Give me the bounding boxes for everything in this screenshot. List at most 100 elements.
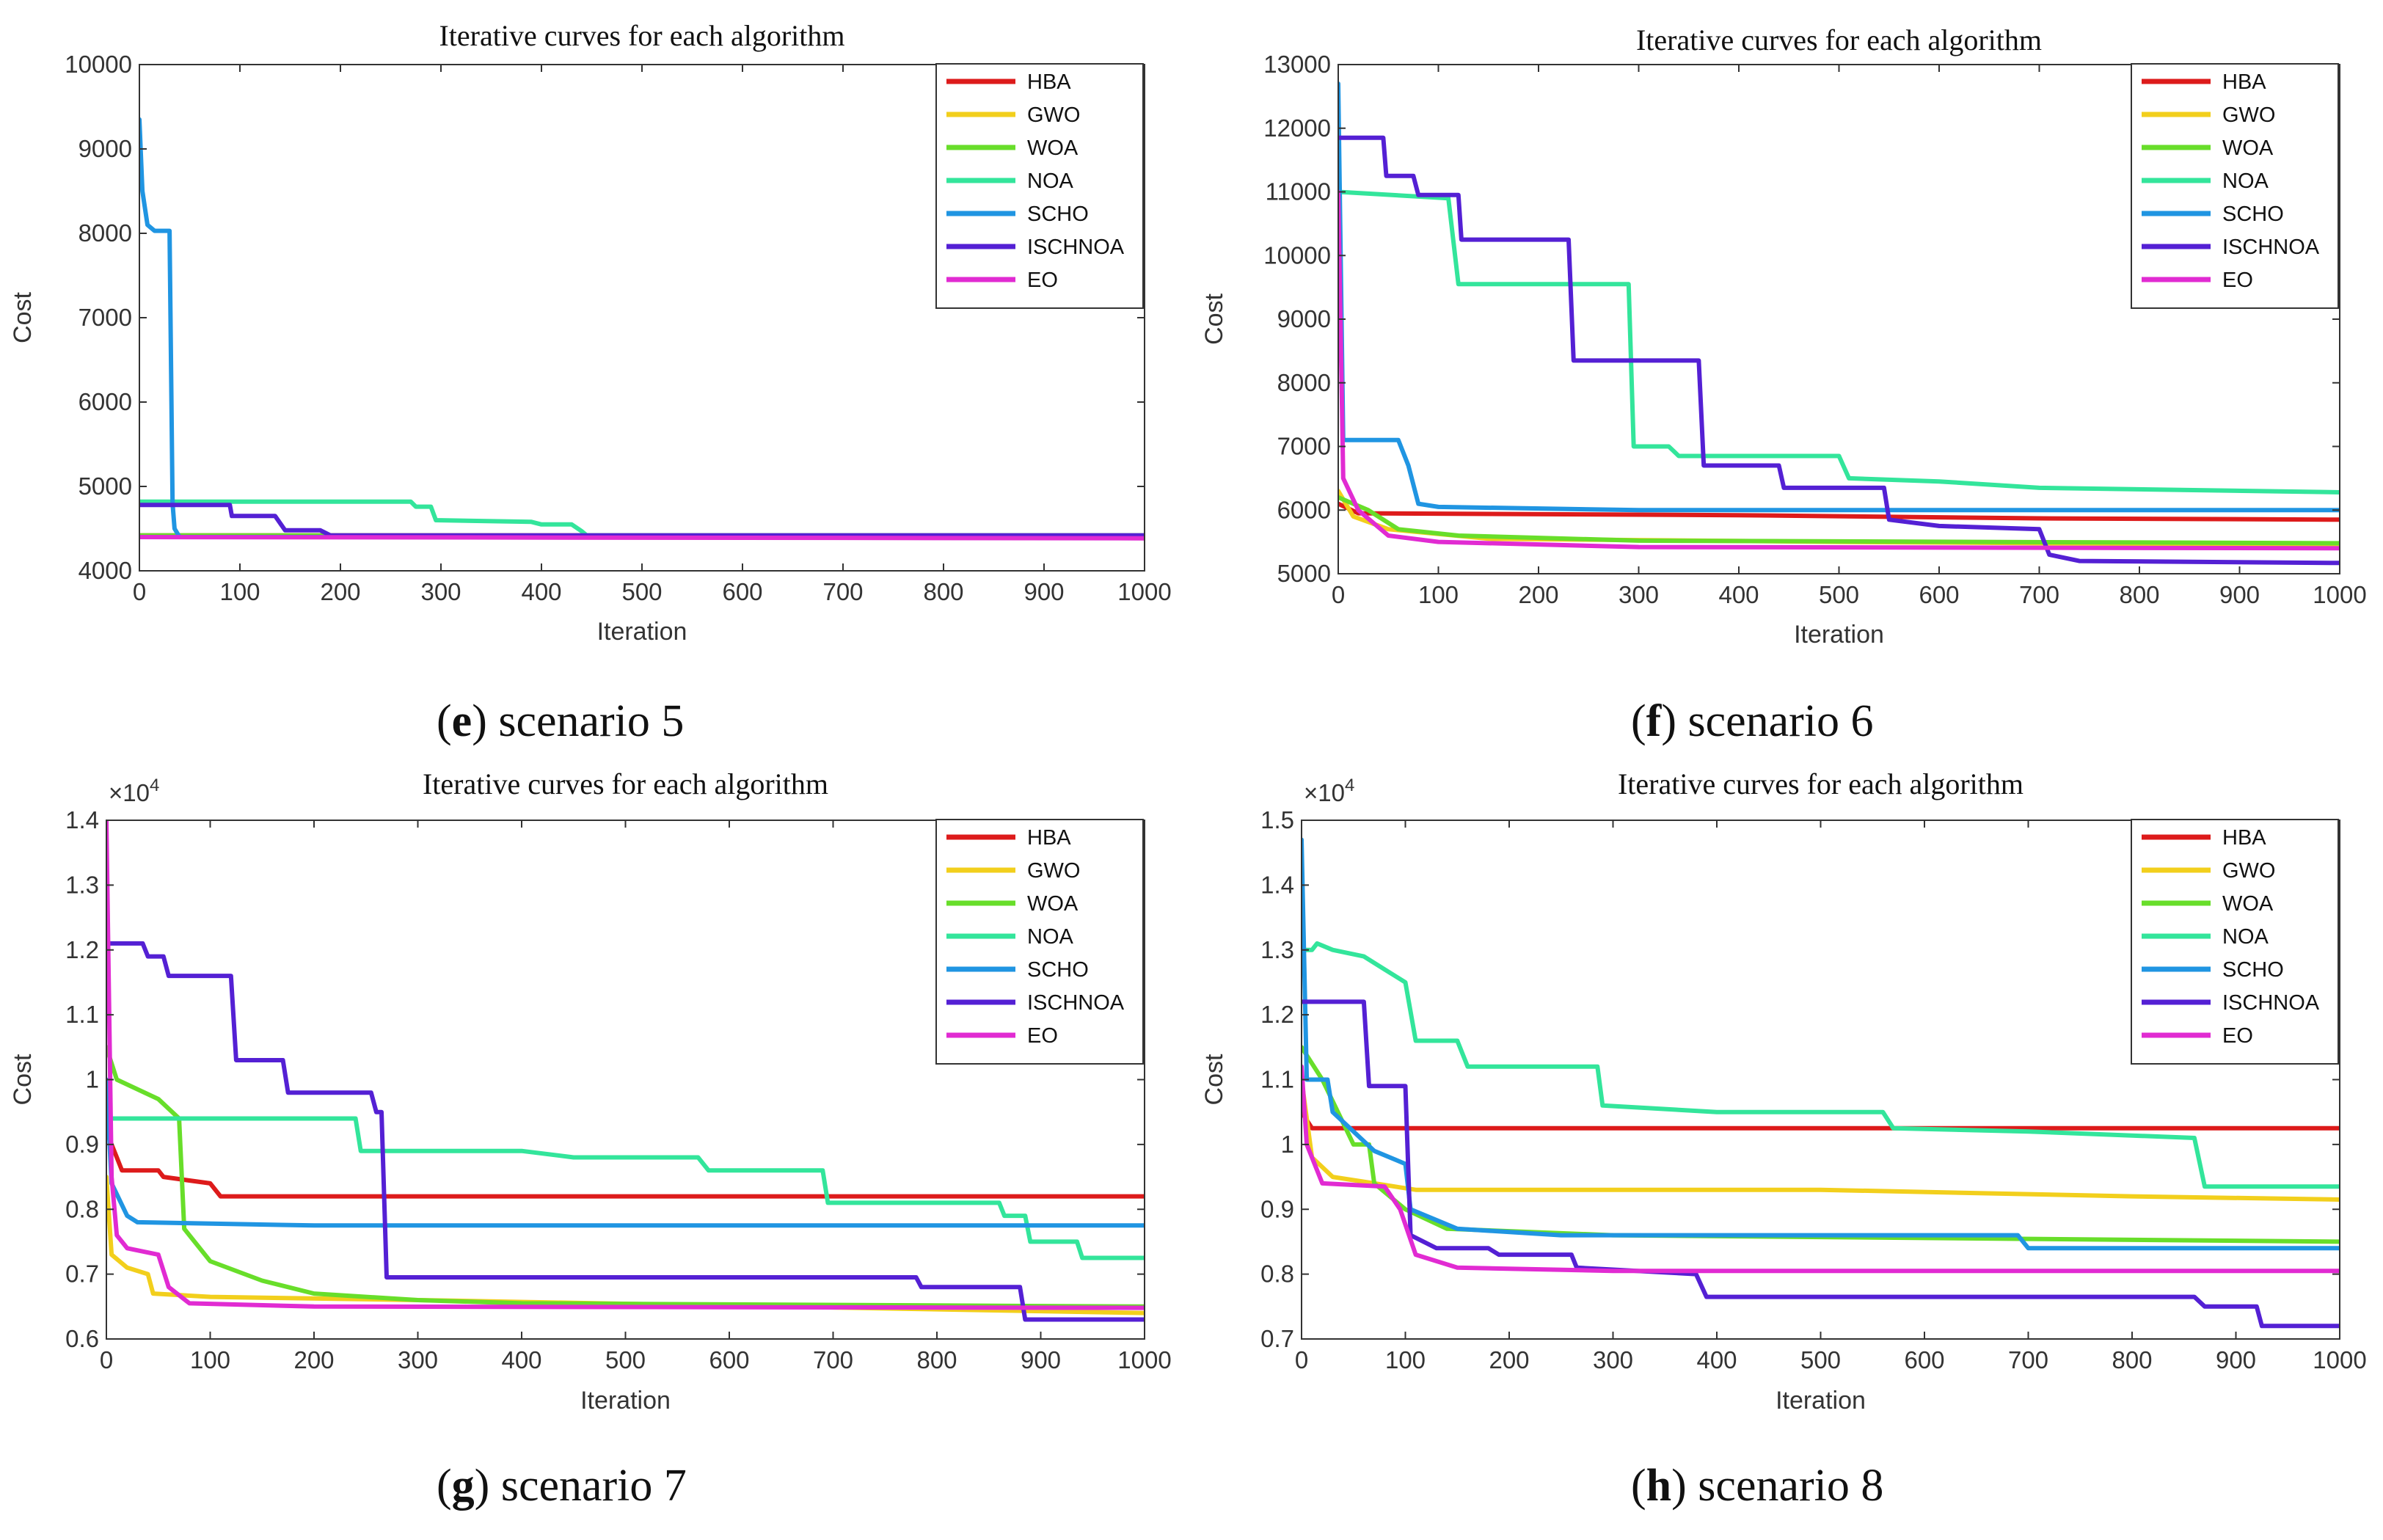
x-tick-label: 0 xyxy=(133,578,146,605)
legend-label-gwo: GWO xyxy=(2222,103,2276,127)
legend-label-ischnoa: ISCHNOA xyxy=(2222,236,2320,259)
legend-label-gwo: GWO xyxy=(2222,859,2276,883)
y-tick-label: 11000 xyxy=(1266,178,1331,205)
x-tick-label: 0 xyxy=(100,1346,113,1373)
x-tick-label: 800 xyxy=(2112,1346,2152,1373)
x-tick-label: 500 xyxy=(605,1346,646,1373)
chart-panel-f: Iterative curves for each algorithm 0 100 2… xyxy=(1192,0,2383,741)
x-tick-label: 1000 xyxy=(2313,581,2366,608)
series-line-ischnoa xyxy=(1338,135,2340,566)
y-tick-label: 8000 xyxy=(79,219,132,247)
chart-title: Iterative curves for each algorithm xyxy=(423,767,828,800)
legend-label-scho: SCHO xyxy=(2222,202,2284,226)
y-tick-label: 10000 xyxy=(1263,241,1331,269)
y-tick-label: 0.8 xyxy=(1260,1260,1294,1288)
legend-label-ischnoa: ISCHNOA xyxy=(1027,236,1125,259)
legend-box xyxy=(2131,819,2339,1065)
chart-panel-g: Iterative curves for each algorithm 0 100 2… xyxy=(0,756,1192,1460)
x-tick-label: 0 xyxy=(1332,581,1345,608)
y-tick-label: 6000 xyxy=(79,388,132,415)
x-tick-label: 500 xyxy=(1819,581,1859,608)
legend-label-woa: WOA xyxy=(1027,136,1079,160)
x-tick-label: 800 xyxy=(923,578,963,605)
x-tick-label: 500 xyxy=(621,578,662,605)
y-tick-label: 1.3 xyxy=(1260,936,1294,963)
x-tick-label: 500 xyxy=(1800,1346,1841,1373)
series-line-ischnoa xyxy=(139,503,1145,538)
legend-label-noa: NOA xyxy=(1027,169,1074,193)
legend-label-woa: WOA xyxy=(2222,136,2274,160)
caption-scenario-8: (h) scenario 8 xyxy=(1631,1461,1884,1511)
legend-label-noa: NOA xyxy=(2222,925,2269,949)
y-tick-label: 13000 xyxy=(1263,51,1331,78)
chart-title: Iterative curves for each algorithm xyxy=(1636,23,2042,56)
y-tick-label: 10000 xyxy=(65,51,132,78)
caption-scenario-7: (g) scenario 7 xyxy=(437,1461,687,1511)
series-line-eo xyxy=(139,535,1145,541)
x-tick-label: 300 xyxy=(398,1346,438,1373)
y-tick-label: 0.7 xyxy=(65,1260,99,1288)
y-tick-label: 6000 xyxy=(1277,496,1331,523)
y-tick-label: 0.9 xyxy=(1260,1195,1294,1222)
x-tick-label: 200 xyxy=(320,578,360,605)
y-tick-label: 5000 xyxy=(1277,560,1331,587)
x-tick-label: 1000 xyxy=(1117,1346,1171,1373)
x-tick-label: 700 xyxy=(822,578,863,605)
series-group xyxy=(139,117,1145,541)
y-tick-label: 9000 xyxy=(1277,305,1331,332)
legend-label-hba: HBA xyxy=(1027,826,1071,850)
y-tick-label: 1.5 xyxy=(1260,806,1294,833)
x-tick-label: 300 xyxy=(1619,581,1659,608)
x-tick-label: 1000 xyxy=(2313,1346,2366,1373)
series-line-scho xyxy=(139,117,1145,539)
x-tick-label: 400 xyxy=(1718,581,1759,608)
y-tick-label: 0.8 xyxy=(65,1195,99,1222)
y-axis-label: Cost xyxy=(9,1054,37,1105)
series-line-eo xyxy=(1302,1064,2340,1274)
series-line-noa xyxy=(106,1116,1145,1260)
x-axis-label: Iteration xyxy=(597,618,687,646)
legend-label-noa: NOA xyxy=(2222,169,2269,193)
x-tick-label: 100 xyxy=(1418,581,1459,608)
x-tick-label: 200 xyxy=(293,1346,334,1373)
legend-label-gwo: GWO xyxy=(1027,859,1081,883)
x-tick-label: 900 xyxy=(1023,578,1064,605)
y-tick-label: 7000 xyxy=(1277,433,1331,460)
series-line-noa xyxy=(139,499,1145,538)
series-group xyxy=(1302,837,2340,1329)
legend-label-noa: NOA xyxy=(1027,925,1074,949)
x-tick-label: 900 xyxy=(2216,1346,2256,1373)
series-line-ischnoa xyxy=(106,941,1145,1322)
chart-title: Iterative curves for each algorithm xyxy=(1618,767,2023,800)
y-tick-label: 1.1 xyxy=(1260,1066,1294,1093)
x-tick-label: 600 xyxy=(1919,581,1959,608)
legend: HBA GWO WOA NOA SCHO ISCHNOA EO xyxy=(935,63,1144,309)
y-tick-label: 1.2 xyxy=(65,936,99,963)
y-tick-label: 4000 xyxy=(79,557,132,584)
legend-label-hba: HBA xyxy=(2222,826,2266,850)
y-tick-label: 1.4 xyxy=(1260,871,1294,898)
legend-label-hba: HBA xyxy=(1027,70,1071,94)
series-line-noa xyxy=(1338,189,2340,495)
x-tick-label: 100 xyxy=(219,578,260,605)
y-tick-label: 1.3 xyxy=(65,871,99,898)
x-tick-label: 800 xyxy=(916,1346,957,1373)
legend-label-scho: SCHO xyxy=(1027,202,1089,226)
x-tick-label: 600 xyxy=(1904,1346,1944,1373)
series-line-ischnoa xyxy=(1302,999,2340,1329)
x-tick-label: 600 xyxy=(709,1346,749,1373)
x-tick-label: 300 xyxy=(1593,1346,1633,1373)
y-tick-label: 1 xyxy=(86,1066,99,1093)
x-tick-label: 800 xyxy=(2119,581,2159,608)
x-tick-label: 700 xyxy=(2008,1346,2048,1373)
legend-box xyxy=(935,63,1144,309)
legend-label-ischnoa: ISCHNOA xyxy=(1027,991,1125,1015)
x-tick-label: 700 xyxy=(2019,581,2059,608)
x-axis-label: Iteration xyxy=(1794,621,1884,649)
x-axis-label: Iteration xyxy=(580,1387,671,1415)
x-tick-label: 200 xyxy=(1489,1346,1529,1373)
x-tick-label: 400 xyxy=(501,1346,541,1373)
x-tick-label: 200 xyxy=(1518,581,1558,608)
caption-scenario-6: (f) scenario 6 xyxy=(1631,696,1874,746)
y-tick-label: 5000 xyxy=(79,472,132,500)
